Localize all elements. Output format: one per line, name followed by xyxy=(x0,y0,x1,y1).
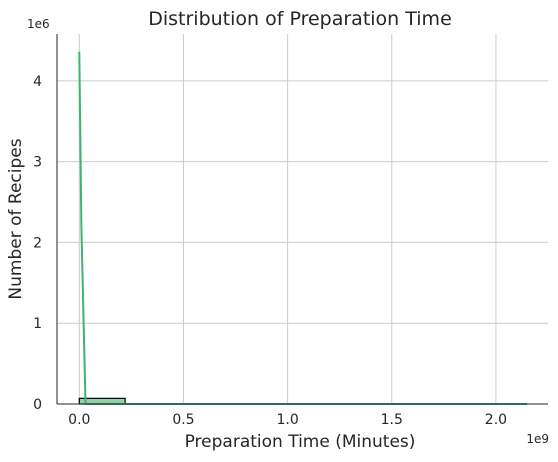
y-axis-label: Number of Recipes xyxy=(6,138,26,299)
density-line-group xyxy=(78,51,528,405)
x-tick-label: 0.5 xyxy=(172,412,194,428)
y-tick-label: 0 xyxy=(33,397,42,413)
grid-lines xyxy=(57,34,548,405)
x-tick-label: 2.0 xyxy=(485,412,507,428)
x-tick-label: 1.0 xyxy=(276,412,298,428)
x-axis-label: Preparation Time (Minutes) xyxy=(185,432,416,452)
density-line xyxy=(78,51,528,405)
y-tick-label: 4 xyxy=(33,74,42,90)
x-tick-label: 1.5 xyxy=(381,412,403,428)
y-offset-text: 1e6 xyxy=(27,17,50,31)
x-tick-label: 0.0 xyxy=(68,412,90,428)
chart-title: Distribution of Preparation Time xyxy=(148,8,452,30)
x-offset-text: 1e9 xyxy=(526,432,549,446)
axes xyxy=(56,34,548,405)
y-tick-label: 3 xyxy=(33,155,42,171)
x-tick-labels: 0.0 0.5 1.0 1.5 2.0 xyxy=(68,412,507,428)
y-tick-label: 1 xyxy=(33,316,42,332)
y-tick-label: 2 xyxy=(33,235,42,251)
y-tick-labels: 0 1 2 3 4 xyxy=(33,74,42,413)
